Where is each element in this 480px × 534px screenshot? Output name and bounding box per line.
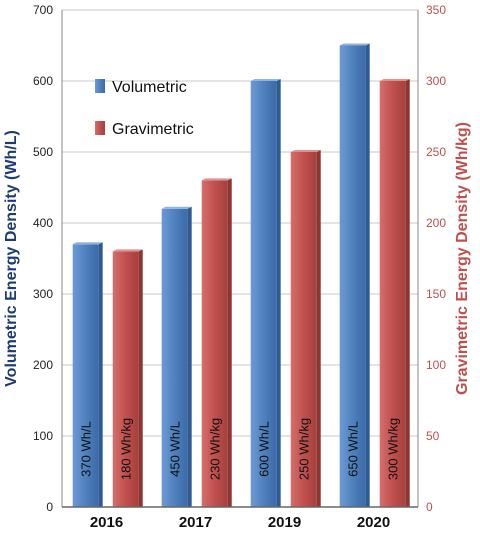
- bar-volumetric-2017-data-label: 450 Wh/L: [168, 421, 183, 477]
- bar-gravimetric-2017-top: [201, 178, 232, 181]
- bar-volumetric-2017-body: [161, 208, 188, 508]
- bar-volumetric-2019-top: [250, 79, 281, 81]
- left-axis-title: Volumetric Energy Density (Wh/L): [3, 130, 20, 387]
- bar-volumetric-2019-body: [250, 81, 277, 507]
- legend-swatch: [95, 79, 105, 93]
- right-tick-label: 350: [426, 3, 446, 17]
- bar-volumetric-2020-body: [339, 45, 366, 507]
- x-tick-label: 2020: [357, 514, 390, 531]
- left-tick-label: 600: [33, 74, 53, 88]
- left-tick-label: 700: [33, 3, 53, 17]
- right-axis-title: Gravimetric Energy Density (Wh/kg): [454, 122, 471, 395]
- legend: Volumetric Gravimetric: [95, 79, 194, 138]
- right-tick-label: 50: [426, 429, 440, 443]
- bar-volumetric-2017-side: [187, 206, 192, 508]
- bar-gravimetric-2016-top: [112, 249, 143, 252]
- bar-gravimetric-2019-top: [290, 150, 321, 152]
- left-tick-label: 300: [33, 287, 53, 301]
- left-tick-label: 0: [46, 500, 53, 514]
- bar-gravimetric-2016-data-label: 180 Wh/kg: [119, 418, 134, 480]
- bars: 370 Wh/L 180 Wh/kg 450 Wh/L 230 Wh/kg 600 Wh…: [72, 43, 410, 508]
- x-tick-label: 2019: [268, 514, 301, 531]
- bar-volumetric-2016: 370 Wh/L: [72, 242, 103, 508]
- bar-volumetric-2016-top: [72, 242, 103, 245]
- left-tick-label: 500: [33, 145, 53, 159]
- bar-volumetric-2019-side: [276, 79, 281, 507]
- axes: 0 100 200 300 400 500 600 700 0 50 100 150 200 250 300…: [3, 3, 471, 531]
- legend-item-gravimetric: Gravimetric: [95, 121, 194, 138]
- x-tick-label: 2017: [179, 514, 212, 531]
- bar-volumetric-2016-side: [98, 242, 103, 508]
- bar-volumetric-2017: 450 Wh/L: [161, 206, 192, 508]
- bar-gravimetric-2019-body: [290, 152, 317, 507]
- bar-gravimetric-2016: 180 Wh/kg: [112, 249, 143, 507]
- bar-volumetric-2016-data-label: 370 Wh/L: [79, 421, 94, 477]
- right-tick-label: 150: [426, 287, 446, 301]
- bar-gravimetric-2019-data-label: 250 Wh/kg: [297, 418, 312, 480]
- left-tick-label: 200: [33, 358, 53, 372]
- bar-gravimetric-2019-side: [316, 150, 321, 507]
- bar-gravimetric-2020: 300 Wh/kg: [379, 79, 410, 507]
- bar-volumetric-2019-data-label: 600 Wh/L: [257, 421, 272, 477]
- bar-gravimetric-2017-side: [227, 178, 232, 507]
- right-tick-label: 300: [426, 74, 446, 88]
- x-tick-label: 2016: [90, 514, 123, 531]
- bar-volumetric-2017-top: [161, 206, 192, 209]
- legend-item-volumetric: Volumetric: [95, 79, 187, 96]
- right-tick-label: 200: [426, 216, 446, 230]
- legend-label: Volumetric: [112, 79, 187, 96]
- bar-volumetric-2020-side: [365, 43, 370, 507]
- left-tick-label: 100: [33, 429, 53, 443]
- bar-volumetric-2020: 650 Wh/L: [339, 43, 370, 507]
- right-tick-label: 100: [426, 358, 446, 372]
- bar-gravimetric-2019: 250 Wh/kg: [290, 150, 321, 507]
- bar-gravimetric-2016-side: [138, 249, 143, 507]
- bar-volumetric-2016-body: [72, 244, 99, 508]
- bar-gravimetric-2016-body: [112, 251, 139, 507]
- legend-swatch: [95, 121, 105, 135]
- bar-volumetric-2019: 600 Wh/L: [250, 79, 281, 507]
- bar-gravimetric-2017-body: [201, 180, 228, 507]
- bar-gravimetric-2017: 230 Wh/kg: [201, 178, 232, 507]
- bar-gravimetric-2020-side: [405, 79, 410, 507]
- bar-volumetric-2020-top: [339, 43, 370, 46]
- bar-gravimetric-2020-top: [379, 79, 410, 81]
- legend-label: Gravimetric: [112, 121, 194, 138]
- right-tick-label: 250: [426, 145, 446, 159]
- bar-gravimetric-2020-data-label: 300 Wh/kg: [386, 418, 401, 480]
- left-tick-label: 400: [33, 216, 53, 230]
- right-tick-label: 0: [426, 500, 433, 514]
- bar-gravimetric-2020-body: [379, 81, 406, 507]
- bar-gravimetric-2017-data-label: 230 Wh/kg: [208, 418, 223, 480]
- bar-volumetric-2020-data-label: 650 Wh/L: [346, 421, 361, 477]
